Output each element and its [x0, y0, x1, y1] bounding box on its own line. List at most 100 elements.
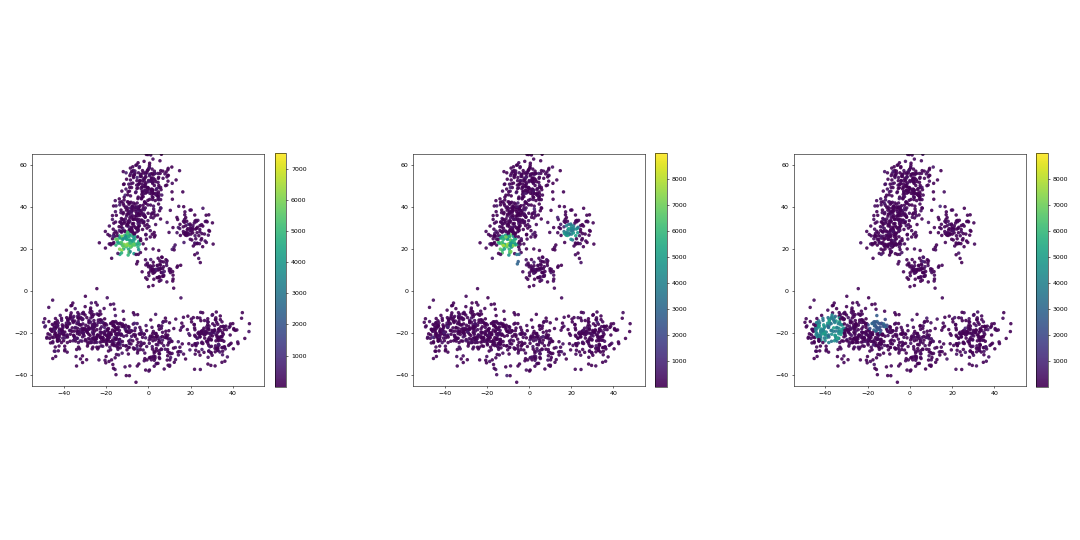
Point [846, 334, 863, 342]
Point [888, 332, 905, 341]
Point [490, 339, 508, 348]
Point [133, 185, 150, 193]
Point [513, 170, 530, 179]
Point [154, 272, 172, 280]
Point [120, 207, 137, 215]
Point [152, 185, 170, 194]
Point [840, 340, 858, 348]
Point [48, 329, 65, 338]
Point [901, 187, 918, 196]
Point [508, 188, 525, 197]
Point [900, 220, 917, 229]
Point [432, 330, 449, 339]
Point [942, 339, 959, 348]
Point [878, 227, 895, 236]
Point [97, 227, 114, 236]
Point [875, 220, 892, 228]
Point [111, 245, 129, 253]
Point [43, 333, 60, 341]
Point [829, 327, 847, 336]
Point [171, 166, 188, 175]
Point [418, 322, 435, 330]
Point [909, 340, 927, 349]
Point [924, 163, 942, 171]
Point [81, 331, 98, 340]
Point [132, 172, 149, 180]
Point [912, 349, 929, 358]
Point [512, 211, 529, 220]
Point [812, 330, 829, 339]
Point [959, 337, 976, 346]
Point [525, 258, 542, 267]
Point [876, 241, 893, 250]
Point [164, 195, 181, 204]
Point [148, 333, 165, 341]
Point [512, 176, 529, 185]
Point [492, 218, 510, 226]
Point [873, 200, 890, 209]
Point [163, 163, 180, 171]
Point [889, 211, 906, 220]
Point [827, 335, 845, 344]
Point [212, 312, 229, 320]
Point [969, 308, 986, 316]
Point [522, 185, 539, 193]
Point [888, 345, 905, 353]
Point [109, 330, 126, 339]
Point [492, 337, 510, 346]
Point [880, 210, 897, 219]
Point [941, 224, 958, 233]
Point [507, 229, 524, 238]
Point [883, 176, 901, 184]
Point [464, 320, 482, 329]
Point [49, 335, 66, 343]
Point [116, 227, 133, 235]
Point [483, 346, 500, 354]
Point [198, 327, 215, 336]
Point [524, 266, 541, 274]
Point [102, 319, 119, 328]
Point [515, 204, 532, 212]
Point [953, 314, 970, 322]
Point [99, 324, 117, 333]
Point [114, 341, 132, 350]
Point [885, 225, 902, 234]
Point [812, 342, 829, 350]
Point [874, 208, 891, 217]
Point [897, 181, 915, 190]
Point [892, 180, 909, 188]
Point [137, 231, 154, 239]
Point [586, 326, 604, 335]
Point [516, 198, 534, 206]
Point [482, 222, 499, 231]
Point [510, 224, 527, 232]
Point [474, 328, 491, 337]
Point [555, 187, 572, 196]
Point [75, 308, 92, 316]
Point [486, 231, 503, 240]
Point [151, 354, 168, 363]
Point [596, 322, 613, 331]
Point [514, 333, 531, 342]
Point [860, 339, 877, 348]
Point [443, 326, 460, 335]
Point [932, 166, 949, 175]
Point [492, 250, 510, 259]
Point [960, 317, 977, 326]
Point [920, 173, 937, 181]
Point [123, 327, 140, 335]
Point [132, 170, 149, 179]
Point [114, 241, 132, 250]
Point [94, 342, 111, 350]
Point [915, 322, 932, 330]
Point [186, 331, 203, 340]
Point [461, 324, 478, 333]
Point [130, 242, 147, 251]
Point [125, 173, 143, 182]
Point [598, 322, 616, 330]
Point [221, 322, 239, 330]
Point [833, 345, 850, 353]
Point [580, 339, 597, 348]
Point [808, 330, 825, 339]
Point [515, 211, 532, 220]
